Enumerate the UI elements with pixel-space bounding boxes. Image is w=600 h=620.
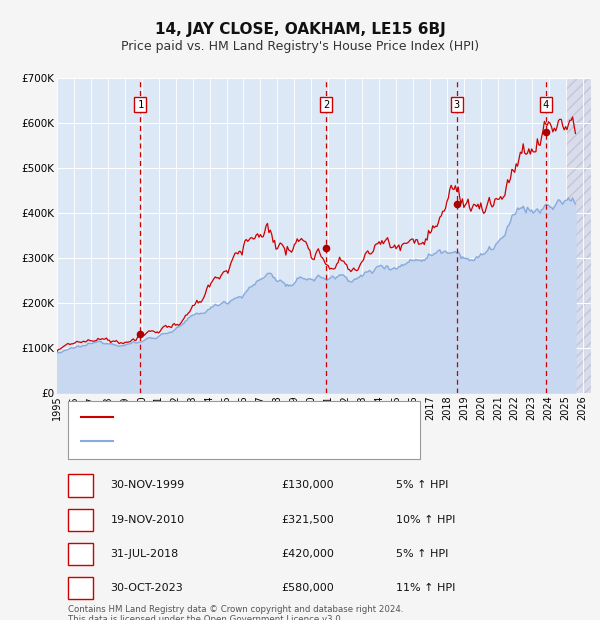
Text: 10% ↑ HPI: 10% ↑ HPI	[396, 515, 455, 525]
FancyBboxPatch shape	[68, 509, 94, 531]
Text: 2: 2	[77, 515, 84, 525]
Text: 1: 1	[77, 480, 84, 490]
Text: £321,500: £321,500	[281, 515, 334, 525]
Text: 14, JAY CLOSE, OAKHAM, LE15 6BJ (detached house): 14, JAY CLOSE, OAKHAM, LE15 6BJ (detache…	[118, 412, 391, 422]
Text: 2: 2	[323, 99, 329, 110]
FancyBboxPatch shape	[68, 577, 94, 600]
Text: 5% ↑ HPI: 5% ↑ HPI	[396, 480, 448, 490]
FancyBboxPatch shape	[68, 543, 94, 565]
Text: 19-NOV-2010: 19-NOV-2010	[110, 515, 185, 525]
Text: Contains HM Land Registry data © Crown copyright and database right 2024.
This d: Contains HM Land Registry data © Crown c…	[68, 605, 403, 620]
FancyBboxPatch shape	[68, 401, 420, 459]
Text: 30-OCT-2023: 30-OCT-2023	[110, 583, 183, 593]
Text: 3: 3	[77, 549, 84, 559]
Text: 14, JAY CLOSE, OAKHAM, LE15 6BJ: 14, JAY CLOSE, OAKHAM, LE15 6BJ	[155, 22, 445, 37]
Text: 4: 4	[542, 99, 549, 110]
Text: 4: 4	[77, 583, 84, 593]
Text: 1: 1	[137, 99, 143, 110]
Text: 30-NOV-1999: 30-NOV-1999	[110, 480, 185, 490]
Text: £130,000: £130,000	[281, 480, 334, 490]
Text: 31-JUL-2018: 31-JUL-2018	[110, 549, 179, 559]
Text: £580,000: £580,000	[281, 583, 334, 593]
FancyBboxPatch shape	[68, 474, 94, 497]
Text: £420,000: £420,000	[281, 549, 334, 559]
Text: 11% ↑ HPI: 11% ↑ HPI	[396, 583, 455, 593]
Text: HPI: Average price, detached house, Rutland: HPI: Average price, detached house, Rutl…	[118, 436, 351, 446]
Text: Price paid vs. HM Land Registry's House Price Index (HPI): Price paid vs. HM Land Registry's House …	[121, 40, 479, 53]
Text: 3: 3	[454, 99, 460, 110]
Text: 5% ↑ HPI: 5% ↑ HPI	[396, 549, 448, 559]
